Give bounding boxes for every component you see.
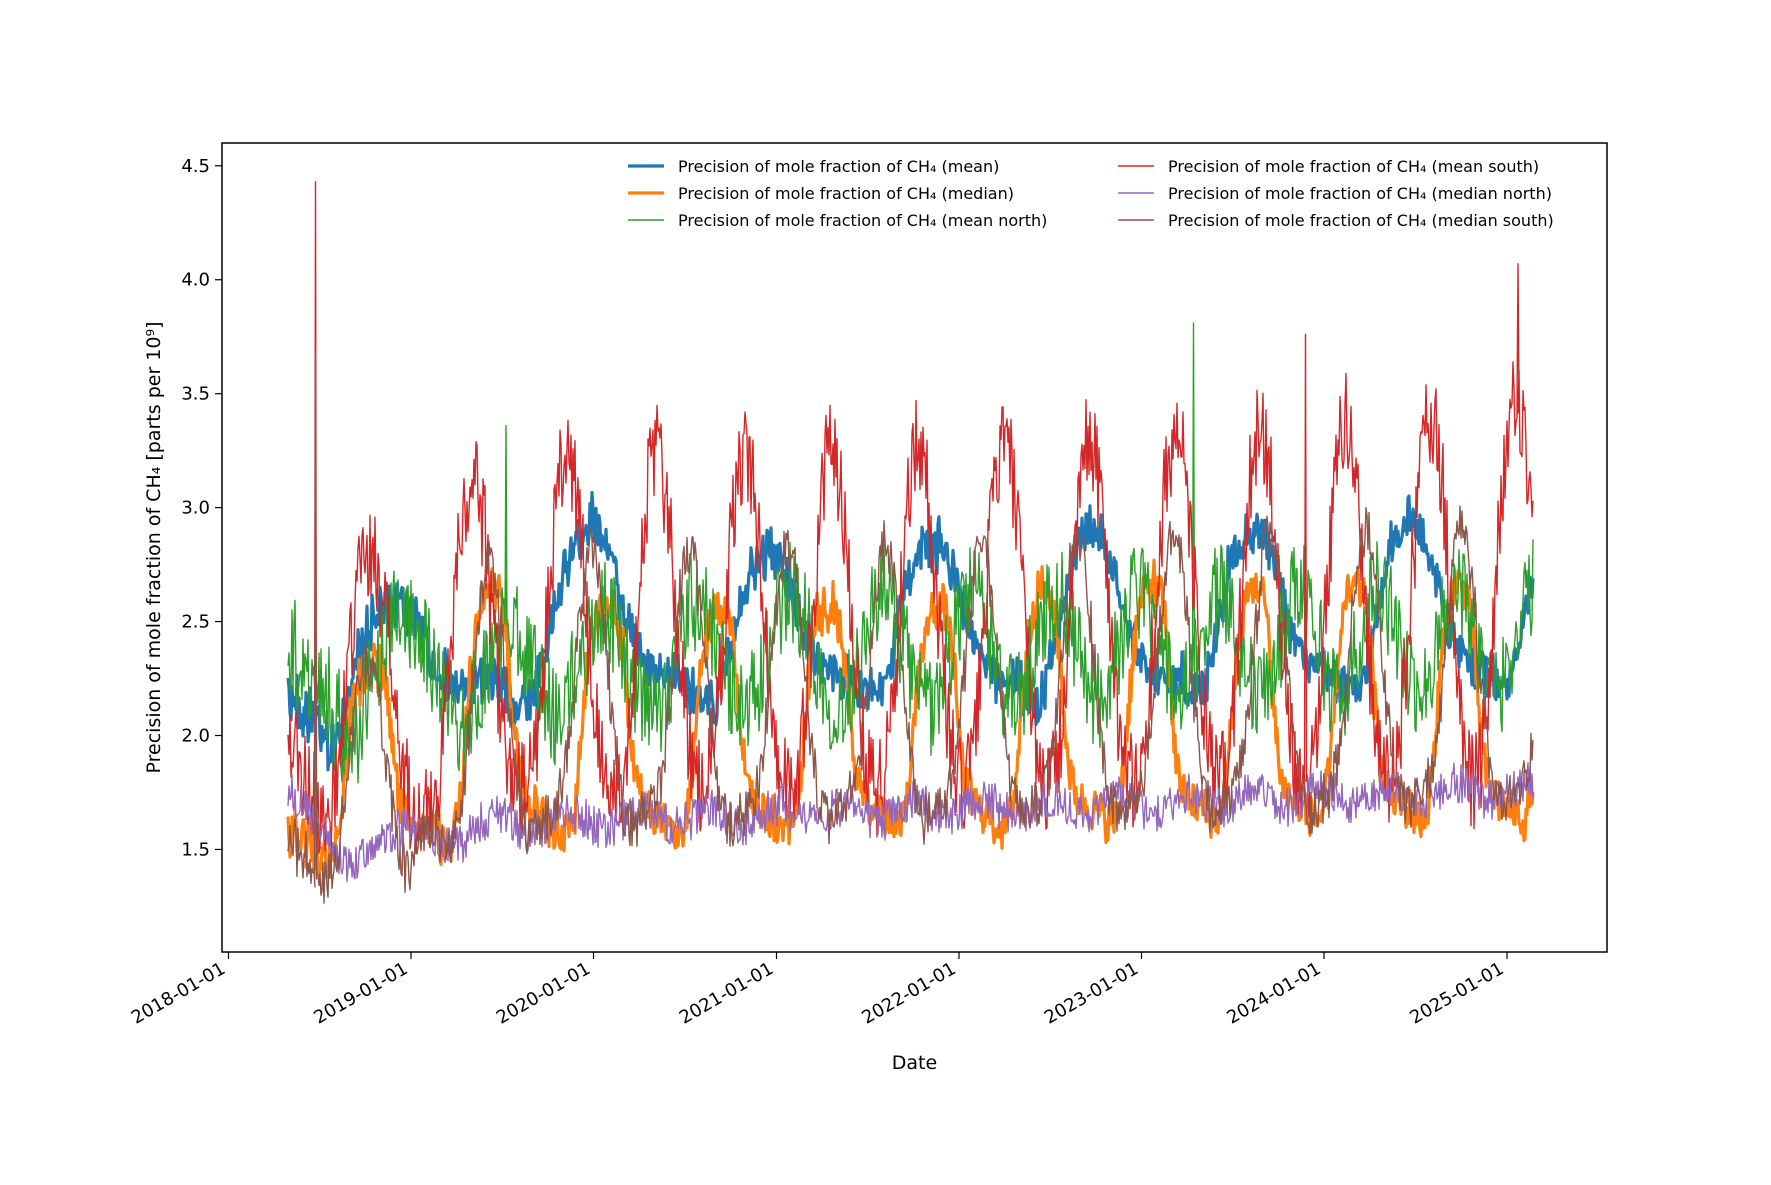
legend-label-4: Precision of mole fraction of CH₄ (media… [1168,184,1552,203]
plot-area-frame [221,142,1608,953]
y-tick-label: 3.0 [181,498,210,519]
y-tick-label: 4.0 [181,270,210,291]
y-tick-label: 2.0 [181,726,210,747]
y-tick-label: 1.5 [181,839,210,860]
legend-label-5: Precision of mole fraction of CH₄ (media… [1168,211,1554,230]
legend-label-2: Precision of mole fraction of CH₄ (mean … [678,211,1047,230]
legend-label-0: Precision of mole fraction of CH₄ (mean) [678,157,999,176]
legend-label-3: Precision of mole fraction of CH₄ (mean … [1168,157,1539,176]
series-layer [286,181,1535,904]
legend-label-1: Precision of mole fraction of CH₄ (media… [678,184,1014,203]
series-line-5 [287,349,1534,904]
y-tick-label: 4.5 [181,156,210,177]
series-line-1 [286,558,1535,879]
legend: Precision of mole fraction of CH₄ (mean)… [628,157,1554,230]
series-line-3 [287,181,1534,857]
y-axis: 1.5 2.0 2.5 3.0 3.5 4.0 4.5 [181,156,222,860]
x-axis-label: Date [892,1052,937,1074]
y-axis-label: Precision of mole fraction of CH₄ [parts… [143,321,165,773]
y-tick-label: 3.5 [181,384,210,405]
y-tick-label: 2.5 [181,612,210,633]
